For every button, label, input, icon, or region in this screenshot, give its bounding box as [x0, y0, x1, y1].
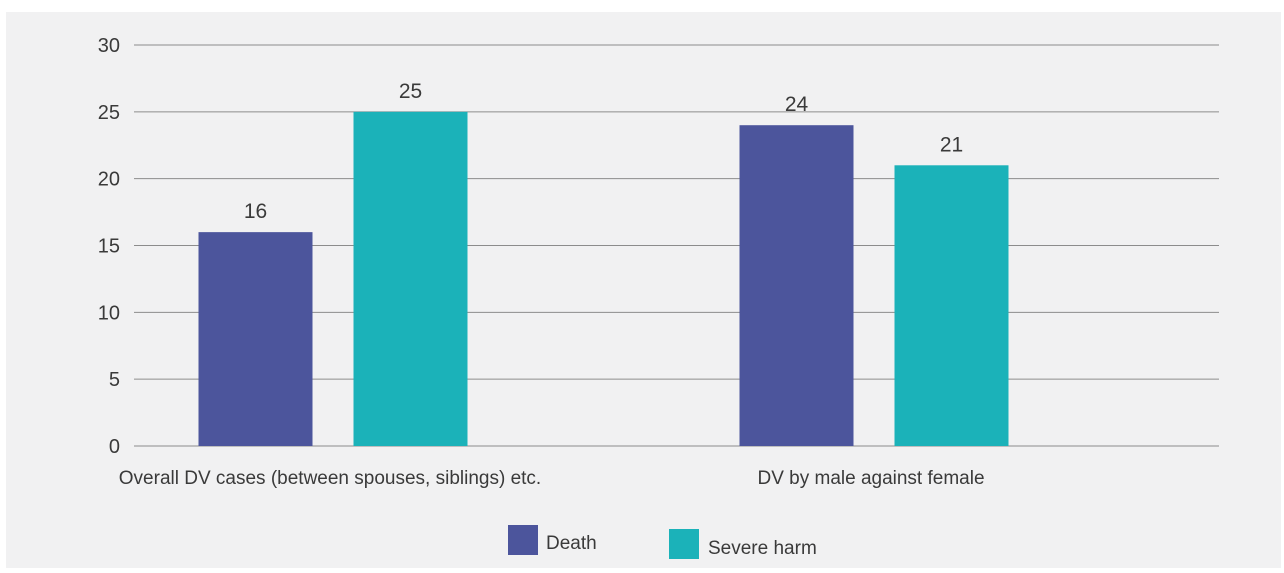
gridlines — [134, 44, 1219, 447]
legend-swatch — [669, 529, 699, 559]
data-label: 24 — [785, 93, 809, 116]
legend: Death Severe harm — [508, 525, 817, 559]
data-label: 25 — [399, 80, 422, 103]
data-label: 21 — [940, 133, 963, 156]
y-tick-label: 20 — [98, 169, 120, 191]
legend-swatch — [508, 525, 538, 555]
x-axis-categories: Overall DV cases (between spouses, sibli… — [119, 468, 985, 489]
chart-panel: 0 5 10 15 20 25 30 16 25 24 21 Overall DV cases (… — [6, 12, 1281, 568]
y-tick-label: 0 — [109, 436, 120, 458]
bar-chart: 0 5 10 15 20 25 30 16 25 24 21 Overall DV cases (… — [98, 35, 1219, 559]
bar — [894, 165, 1009, 447]
bar — [739, 125, 854, 446]
y-tick-label: 30 — [98, 35, 120, 57]
legend-label: Death — [546, 533, 597, 554]
category-label: Overall DV cases (between spouses, sibli… — [119, 468, 541, 489]
bars — [198, 111, 1009, 447]
y-tick-label: 15 — [98, 236, 120, 258]
y-tick-label: 5 — [109, 369, 120, 391]
data-labels: 16 25 24 21 — [244, 80, 963, 223]
bar — [353, 111, 468, 446]
y-tick-label: 10 — [98, 302, 120, 324]
y-axis-ticks: 0 5 10 15 20 25 30 — [98, 35, 120, 458]
data-label: 16 — [244, 200, 267, 223]
bar — [198, 232, 313, 446]
y-tick-label: 25 — [98, 102, 120, 124]
legend-label: Severe harm — [708, 538, 817, 559]
category-label: DV by male against female — [757, 468, 984, 489]
